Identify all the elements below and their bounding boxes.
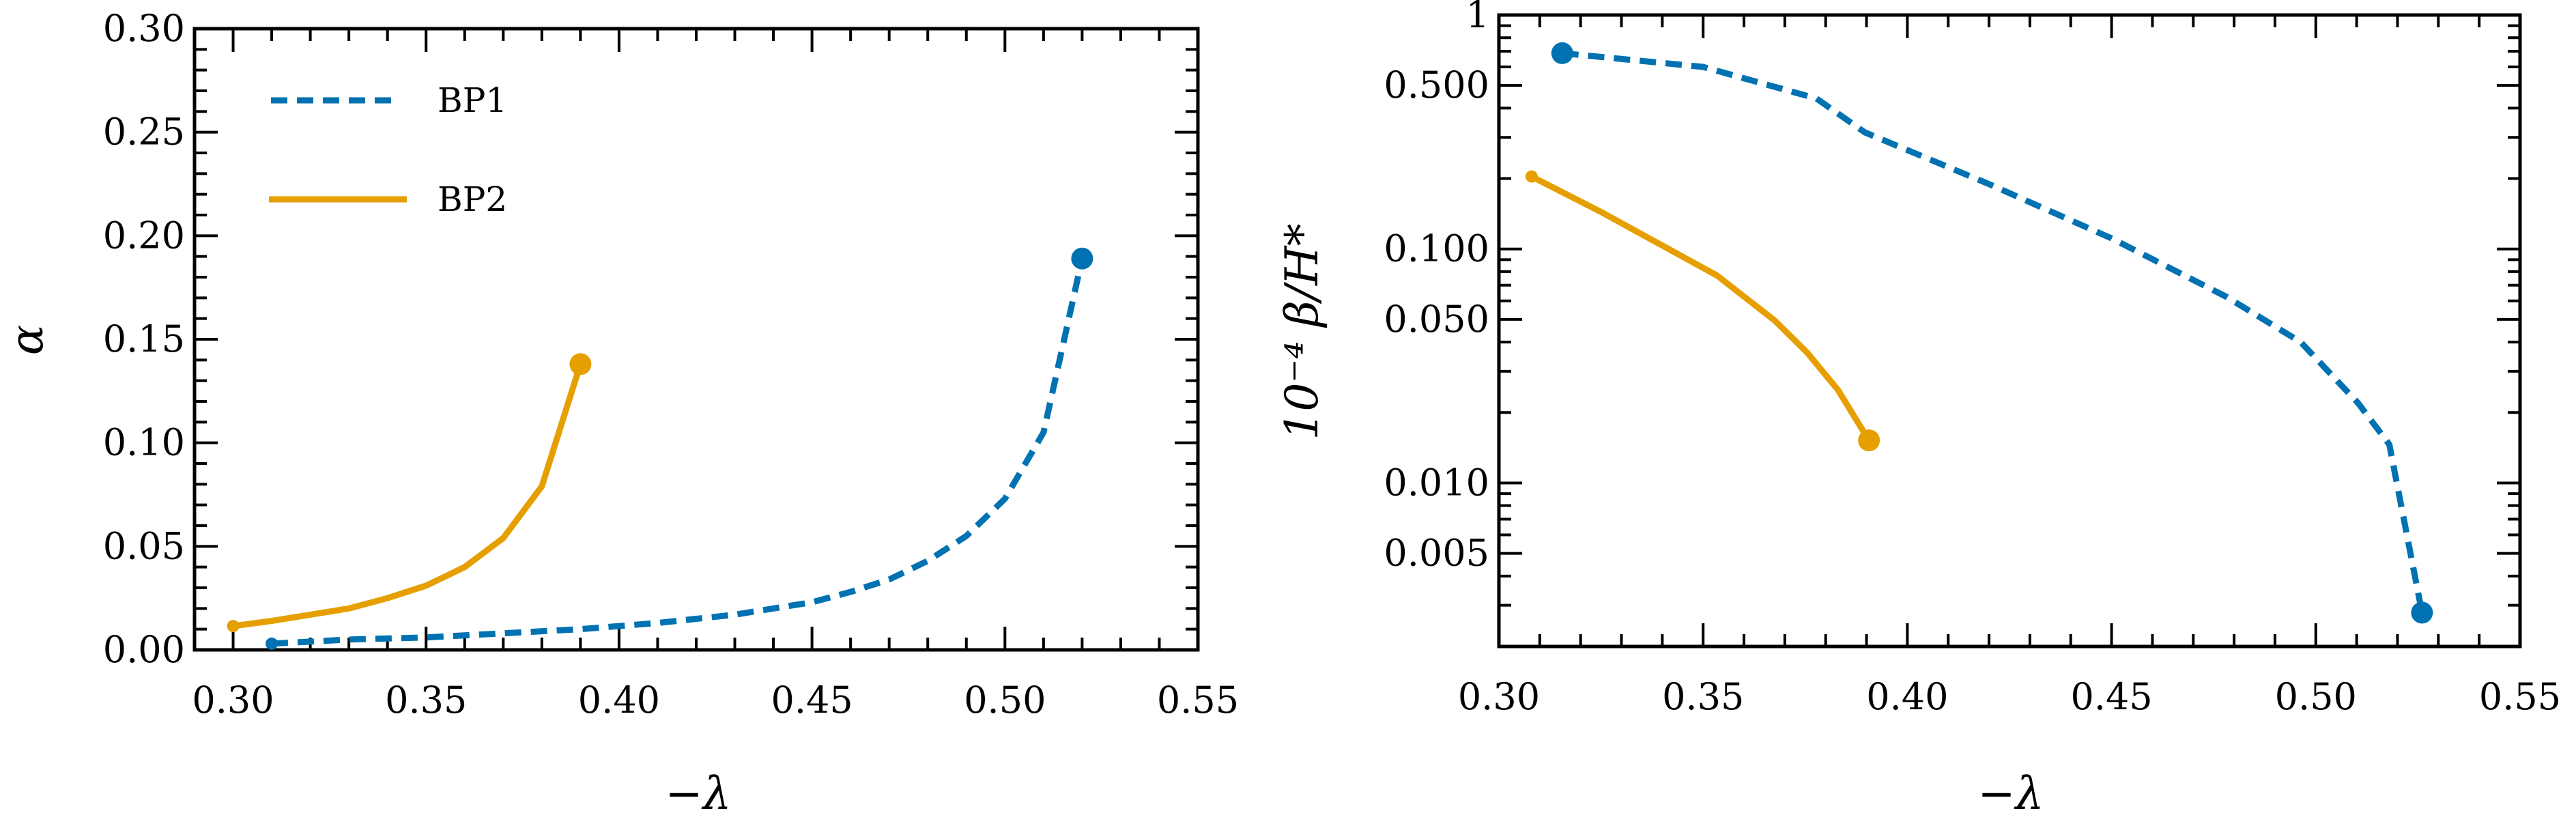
beta-plot: 0.30 0.35 0.40 0.45 0.50 0.55 1 0.500 0.100 0.050… [1384, 0, 2561, 718]
series-line-bp2 [1530, 173, 1872, 442]
y-axis-label-left: α [1, 325, 53, 356]
y-tick-label: 0.050 [1384, 298, 1489, 341]
series-line-bp1 [271, 257, 1085, 647]
x-axis-label-left: −λ [665, 767, 731, 820]
series-line-bp2 [232, 363, 584, 629]
legend-label-bp2: BP2 [438, 180, 507, 219]
series-start-marker-bp1 [1551, 42, 1573, 64]
x-tick-label: 0.50 [964, 679, 1046, 722]
x-tick-label: 0.40 [1866, 675, 1948, 718]
y-tick-label: 0.20 [103, 214, 185, 257]
x-tick-label: 0.35 [1662, 675, 1744, 718]
axes-frame [1497, 13, 2522, 649]
y-tick-label: 0.10 [103, 421, 185, 464]
y-axis-label-right: 10⁻⁴ β/H* [1276, 223, 1328, 440]
x-tick-label: 0.45 [2070, 675, 2152, 718]
series-start-marker-bp2 [227, 620, 240, 633]
x-tick-label: 0.55 [1157, 679, 1239, 722]
y-tick-label: 0.15 [103, 317, 185, 360]
x-tick-label: 0.50 [2275, 675, 2357, 718]
series-end-marker-bp2 [569, 353, 592, 375]
series-end-marker-bp1 [2411, 601, 2433, 624]
series-start-marker-bp2 [1525, 170, 1538, 183]
legend-label-bp1: BP1 [438, 81, 507, 120]
alpha-plot: 0.30 0.35 0.40 0.45 0.50 0.55 0.00 0.05 0.10 0.15… [103, 7, 1239, 722]
series-line-bp1 [1562, 50, 2425, 614]
y-tick-label: 0.00 [103, 628, 185, 671]
x-tick-label: 0.30 [192, 679, 274, 722]
axes-frame [192, 27, 1200, 652]
x-tick-label: 0.45 [771, 679, 853, 722]
y-tick-label: 0.05 [103, 524, 185, 567]
y-tick-label: 0.100 [1384, 227, 1489, 270]
x-tick-label: 0.55 [2479, 675, 2561, 718]
y-tick-label: 1 [1466, 0, 1489, 36]
y-tick-label: 0.25 [103, 111, 185, 154]
series-end-marker-bp1 [1071, 247, 1093, 270]
y-tick-label: 0.005 [1384, 532, 1489, 575]
y-tick-label: 0.30 [103, 7, 185, 50]
x-axis-label-right: −λ [1977, 767, 2044, 820]
y-tick-label: 0.500 [1384, 63, 1489, 106]
series-start-marker-bp1 [266, 637, 278, 650]
x-tick-label: 0.40 [578, 679, 660, 722]
x-tick-label: 0.35 [385, 679, 467, 722]
x-tick-label: 0.30 [1458, 675, 1540, 718]
y-tick-label: 0.010 [1384, 461, 1489, 504]
series-end-marker-bp2 [1858, 429, 1880, 452]
